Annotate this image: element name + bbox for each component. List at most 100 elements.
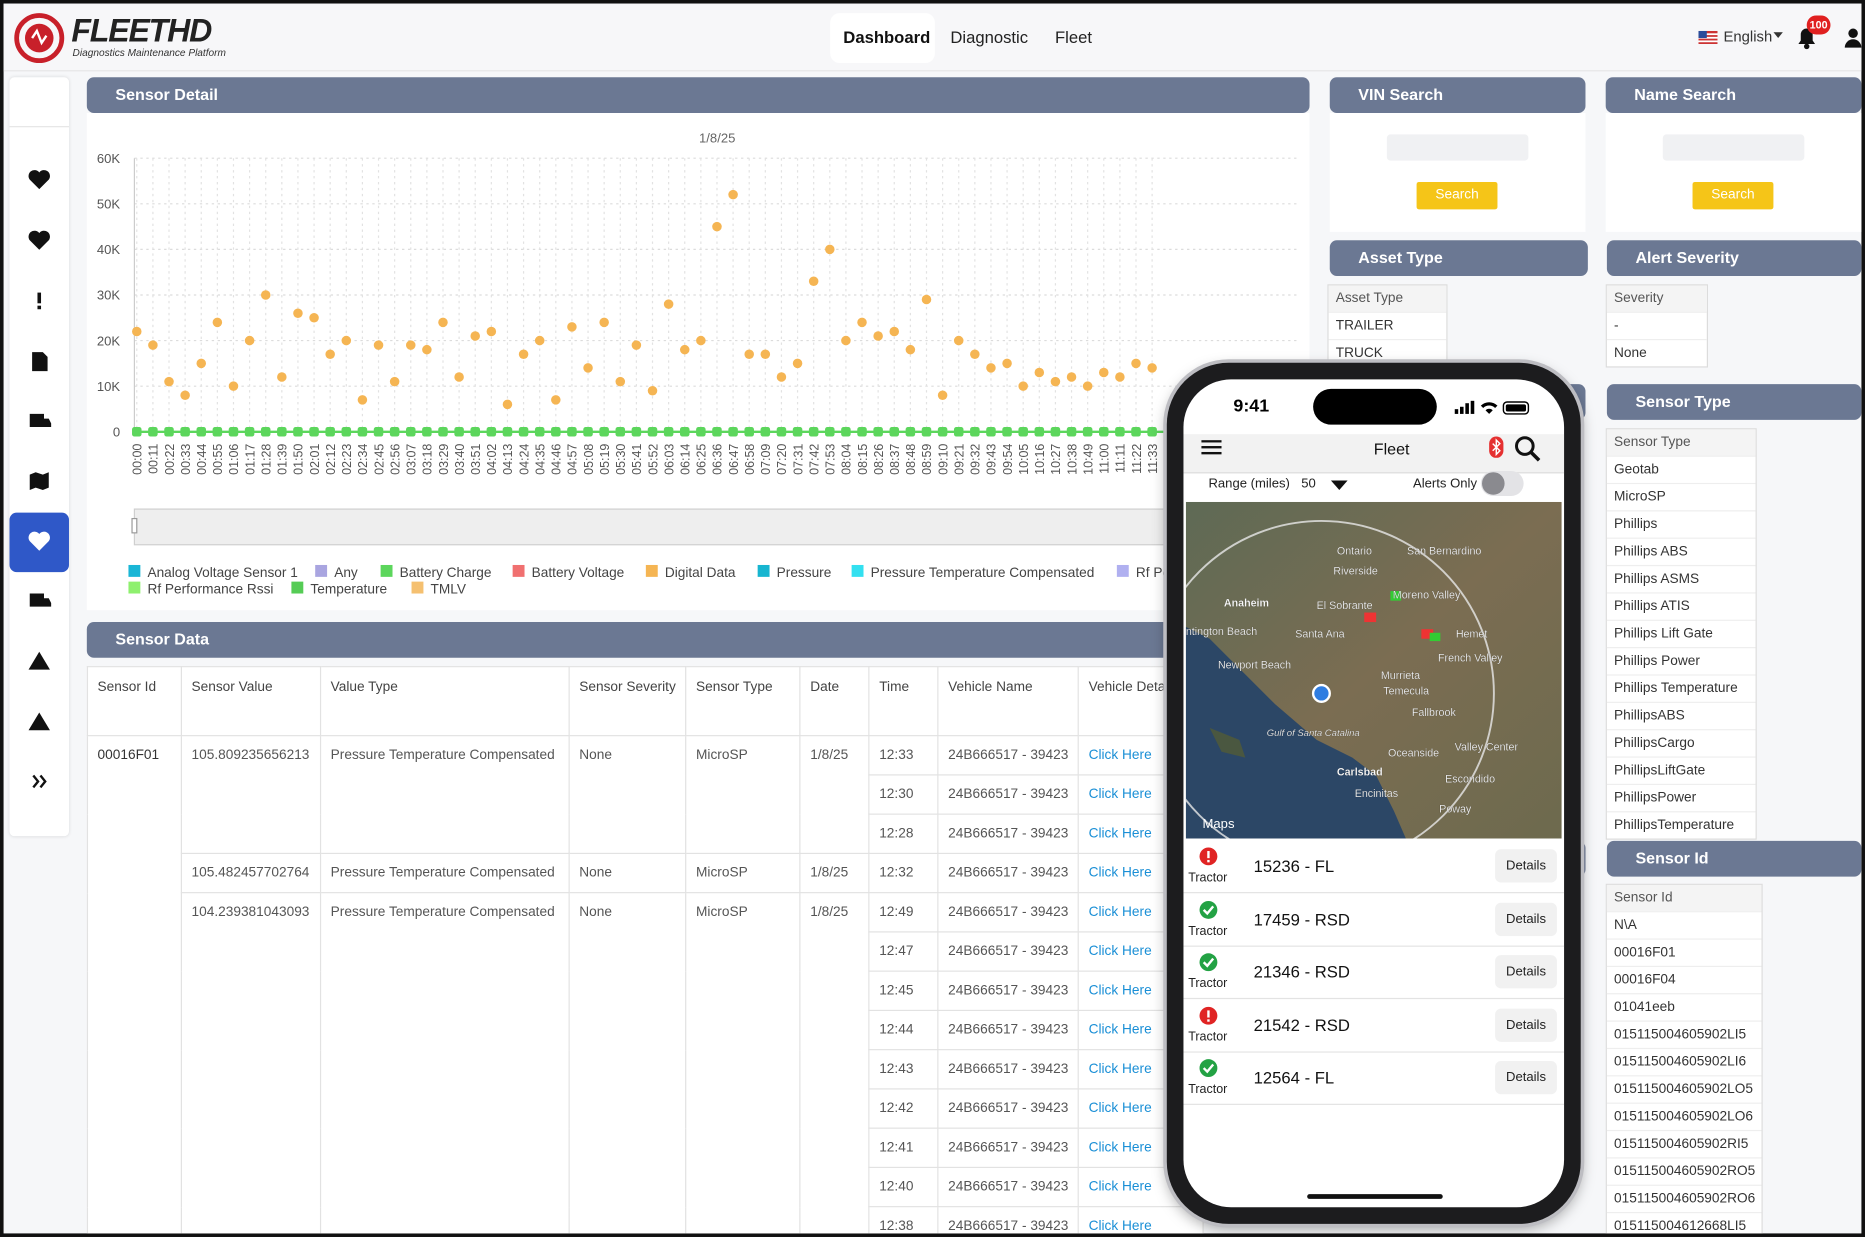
truck-icon[interactable] xyxy=(29,413,52,427)
alert-icon[interactable] xyxy=(37,292,42,304)
vehicle-row: Tractor 12564 - FL Details xyxy=(1183,1051,1565,1105)
x-tick-label: 01:28 xyxy=(259,444,273,475)
health-icon[interactable] xyxy=(28,230,50,250)
list-item[interactable]: MicroSP xyxy=(1606,482,1756,510)
list-item[interactable]: 015115004612668LI5 xyxy=(1606,1212,1762,1233)
vehicle-name: 12564 - FL xyxy=(1253,1068,1335,1088)
list-item[interactable]: 015115004605902RO6 xyxy=(1606,1184,1762,1212)
warning-icon[interactable] xyxy=(28,712,50,731)
list-item[interactable]: 00016F01 xyxy=(1606,938,1762,965)
cell-value: 105.482457702764 xyxy=(180,852,322,894)
list-item[interactable]: PhillipsCargo xyxy=(1606,729,1756,756)
legend-label[interactable]: Temperature xyxy=(310,582,387,597)
point xyxy=(889,426,900,437)
point xyxy=(808,276,819,287)
point xyxy=(1099,367,1109,378)
cell-sensor-type: MicroSP xyxy=(685,892,801,1234)
cell-value: 105.809235656213 xyxy=(180,735,322,854)
list-item[interactable]: 015115004605902LO5 xyxy=(1606,1075,1762,1102)
legend-label[interactable]: Digital Data xyxy=(665,565,736,580)
range-caret[interactable] xyxy=(1330,480,1348,492)
legend-label[interactable]: Battery Charge xyxy=(400,565,492,580)
list-item[interactable]: None xyxy=(1606,338,1707,366)
list-item[interactable]: Phillips Temperature xyxy=(1606,674,1756,701)
health-icon[interactable] xyxy=(28,170,50,190)
details-button[interactable]: Details xyxy=(1495,955,1557,989)
truck-icon[interactable] xyxy=(29,593,52,607)
point xyxy=(454,426,464,437)
map-label: Encinitas xyxy=(1355,788,1398,800)
list-item[interactable]: Phillips ASMS xyxy=(1606,564,1756,592)
map-icon[interactable] xyxy=(29,472,49,491)
legend-label[interactable]: Analog Voltage Sensor 1 xyxy=(147,565,297,580)
filter-list: Severity - None xyxy=(1605,284,1708,368)
bluetooth-icon[interactable] xyxy=(1488,436,1505,458)
list-item[interactable]: Phillips xyxy=(1606,510,1756,537)
cell-vehicle: 24B666517 - 39423 xyxy=(937,1127,1080,1169)
list-item[interactable]: PhillipsABS xyxy=(1606,701,1756,729)
details-button[interactable]: Details xyxy=(1495,902,1557,936)
list-item[interactable]: Geotab xyxy=(1606,455,1756,483)
details-button[interactable]: Details xyxy=(1495,1060,1557,1095)
x-tick-label: 10:05 xyxy=(1017,444,1031,475)
expand-icon[interactable] xyxy=(32,774,47,789)
list-item[interactable]: 01041eeb xyxy=(1606,993,1762,1020)
status-icon xyxy=(1199,1059,1218,1078)
cell-sensor-type: MicroSP xyxy=(685,735,801,854)
cell-time: 12:30 xyxy=(868,774,939,815)
list-item[interactable]: PhillipsLiftGate xyxy=(1606,756,1756,783)
point xyxy=(1018,426,1028,437)
map[interactable]: Ontario San Bernardino Riverside Anaheim Mor… xyxy=(1185,501,1562,839)
search-button[interactable]: Search xyxy=(1692,181,1774,210)
list-item[interactable]: 015115004605902LI5 xyxy=(1606,1020,1762,1048)
list-item[interactable]: TRUCK xyxy=(1328,338,1447,366)
nav-link[interactable]: Diagnostic xyxy=(950,27,1029,47)
nav-active-pill xyxy=(830,13,935,64)
legend-label[interactable]: Any xyxy=(334,565,358,580)
point xyxy=(679,426,690,437)
nav-link[interactable]: Fleet xyxy=(1055,27,1093,47)
list-item[interactable]: PhillipsTemperature xyxy=(1606,811,1756,838)
search-button[interactable]: Search xyxy=(1416,181,1498,210)
legend-label[interactable]: TMLV xyxy=(431,582,467,597)
list-item[interactable]: N\A xyxy=(1606,911,1762,938)
nav-link[interactable]: Dashboard xyxy=(843,27,931,47)
warning-icon[interactable] xyxy=(28,651,50,670)
legend-label[interactable]: Rf Performance Rssi xyxy=(147,582,273,597)
range-value[interactable]: 50 xyxy=(1301,476,1316,492)
zoom-slider[interactable] xyxy=(133,508,1299,546)
details-button[interactable]: Details xyxy=(1495,1008,1557,1042)
active-health-icon[interactable] xyxy=(28,531,50,551)
status-mark xyxy=(1207,1018,1210,1022)
list-item[interactable]: Phillips ATIS xyxy=(1606,592,1756,619)
legend-label[interactable]: Rf Pe xyxy=(1136,565,1170,580)
list-item[interactable]: 00016F04 xyxy=(1606,965,1762,993)
legend-label[interactable]: Pressure xyxy=(777,565,832,580)
alerts-toggle[interactable] xyxy=(1480,471,1524,496)
list-item[interactable]: Phillips ABS xyxy=(1606,537,1756,565)
cell-detail-link[interactable]: Click Here xyxy=(1077,1206,1204,1234)
list-item[interactable]: 015115004605902LO6 xyxy=(1606,1102,1762,1130)
vin-input[interactable] xyxy=(1386,134,1529,161)
menu-icon[interactable] xyxy=(1201,440,1222,457)
list-item[interactable]: Phillips Power xyxy=(1606,647,1756,674)
list-item[interactable]: PhillipsPower xyxy=(1606,783,1756,811)
list-item[interactable]: TRAILER xyxy=(1328,311,1447,339)
list-item[interactable]: - xyxy=(1606,311,1707,339)
point xyxy=(196,358,207,369)
legend-label[interactable]: Pressure Temperature Compensated xyxy=(871,565,1095,580)
user-icon[interactable] xyxy=(1844,26,1865,50)
language-select[interactable]: English xyxy=(1723,28,1773,46)
map-label: El Sobrante xyxy=(1317,600,1373,612)
list-item[interactable]: 015115004605902RI5 xyxy=(1606,1129,1762,1157)
list-item[interactable]: 015115004605902LI6 xyxy=(1606,1047,1762,1075)
details-button[interactable]: Details xyxy=(1495,849,1557,883)
name-input[interactable] xyxy=(1662,134,1805,161)
list-item[interactable]: Phillips Lift Gate xyxy=(1606,619,1756,647)
x-tick-label: 06:14 xyxy=(679,444,693,475)
zoom-handle[interactable] xyxy=(131,517,138,534)
legend-label[interactable]: Battery Voltage xyxy=(532,565,625,580)
search-icon[interactable] xyxy=(1514,435,1543,462)
document-icon[interactable] xyxy=(32,352,48,372)
list-item[interactable]: 015115004605902RO5 xyxy=(1606,1157,1762,1184)
